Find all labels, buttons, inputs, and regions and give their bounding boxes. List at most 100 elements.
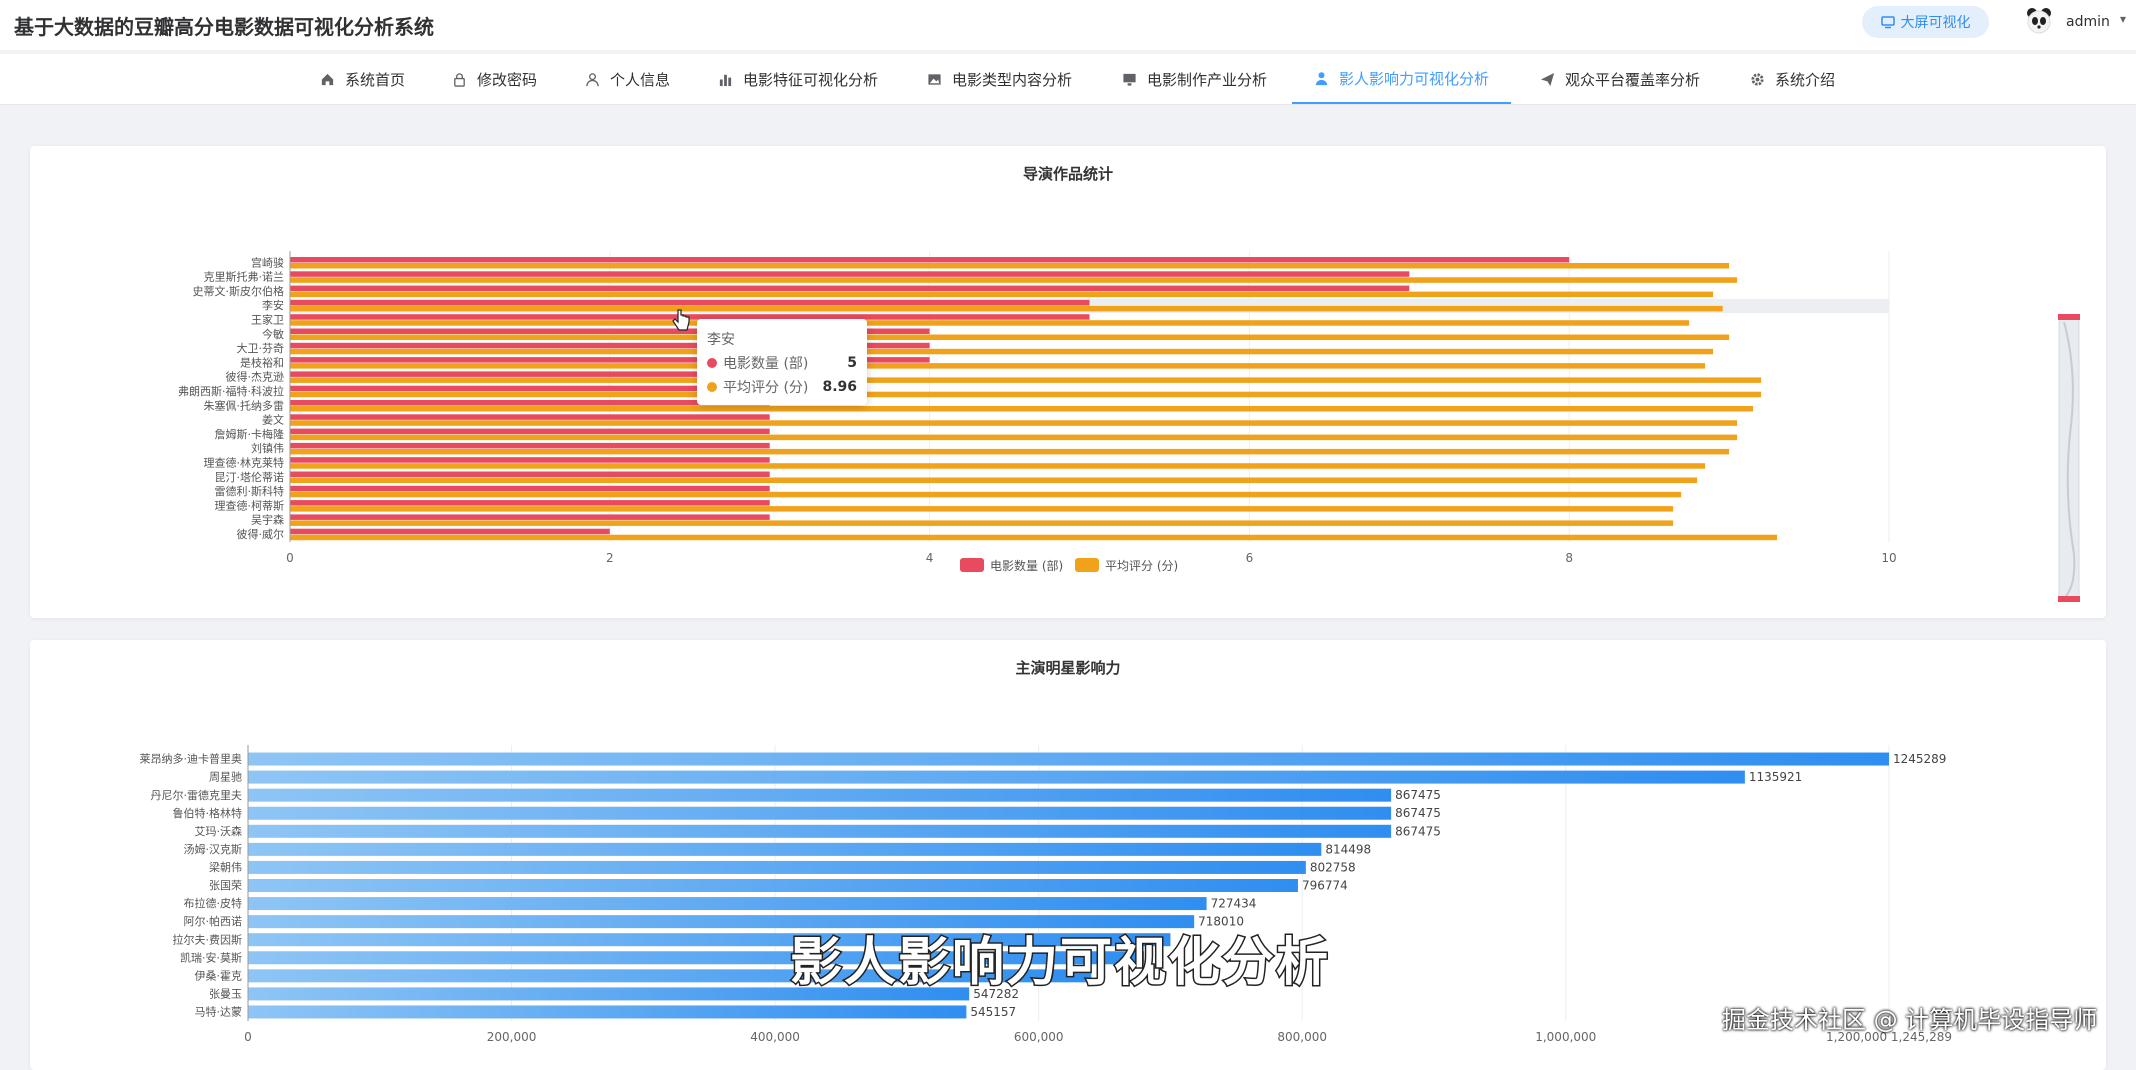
- bar: [290, 442, 770, 449]
- y-tick-label: 梁朝伟: [209, 860, 242, 874]
- bar: [290, 406, 1754, 412]
- nav-item-label: 修改密码: [477, 70, 538, 89]
- y-tick-label: 詹姆斯·卡梅隆: [215, 427, 285, 441]
- watermark: 掘金技术社区 @ 计算机毕设指导师: [1722, 1006, 2098, 1034]
- nav-item-label: 观众平台覆盖率分析: [1565, 70, 1701, 89]
- y-tick-label: 伊桑·霍克: [195, 969, 243, 982]
- big-screen-button[interactable]: 大屏可视化: [1862, 6, 1989, 38]
- nav-item-home[interactable]: 系统首页: [320, 54, 405, 104]
- nav-item-change-password[interactable]: 修改密码: [452, 54, 537, 104]
- x-tick-label: 2: [606, 551, 614, 565]
- hand-cursor-icon: [672, 309, 690, 331]
- home-icon: [321, 73, 334, 85]
- bar: [248, 806, 1392, 820]
- bar: [290, 357, 930, 363]
- chart-title: 主演明星影响力: [1015, 659, 1120, 677]
- legend-dot: [707, 358, 717, 368]
- nav-item-profile[interactable]: 个人信息: [585, 54, 670, 104]
- zoom-handle-top: [2058, 314, 2080, 320]
- bar: [248, 987, 970, 1001]
- y-tick-label: 刘镇伟: [251, 441, 284, 455]
- x-tick-label: 0: [286, 551, 294, 565]
- y-tick-label: 布拉德·皮特: [184, 896, 243, 910]
- bar: [290, 528, 610, 535]
- nav-item-people-influence[interactable]: 影人影响力可视化分析: [1292, 54, 1512, 104]
- bar: [290, 420, 1738, 426]
- y-tick-label: 丹尼尔·雷德克里夫: [151, 788, 243, 802]
- x-tick-label: 600,000: [1014, 1030, 1064, 1044]
- data-label: 545157: [970, 1005, 1016, 1019]
- y-tick-label: 宫崎骏: [251, 255, 284, 269]
- bar: [290, 463, 1706, 469]
- bar: [290, 491, 1682, 498]
- nav-item-label: 个人信息: [610, 70, 671, 89]
- x-tick-label: 0: [244, 1030, 252, 1044]
- username[interactable]: admin: [2066, 14, 2110, 30]
- y-tick-label: 彼得·杰克逊: [226, 371, 285, 384]
- y-tick-label: 莱昂纳多·迪卡普里奥: [140, 752, 243, 766]
- y-tick-label: 昆汀·塔伦蒂诺: [215, 470, 285, 484]
- gear-icon: [1751, 72, 1764, 86]
- bar: [290, 285, 1410, 292]
- y-tick-label: 王家卫: [251, 312, 284, 326]
- data-label: 814498: [1325, 842, 1371, 856]
- y-tick-label: 彼得·威尔: [237, 528, 285, 541]
- bar: [290, 457, 770, 463]
- data-label: 547282: [973, 987, 1019, 1001]
- x-tick-label: 1,200,000 1,245,289: [1826, 1030, 1952, 1044]
- bar: [290, 348, 1714, 355]
- bar: [290, 477, 1698, 484]
- bar: [290, 314, 1090, 320]
- person-icon: [1315, 71, 1328, 85]
- chart-zoom-slider[interactable]: [2056, 314, 2082, 602]
- legend-swatch: [960, 558, 984, 572]
- nav-item-movie-features[interactable]: 电影特征可视化分析: [718, 54, 878, 104]
- tooltip-label: 平均评分 (分): [723, 380, 809, 396]
- bar: [248, 842, 1322, 856]
- bar: [290, 514, 770, 520]
- zoom-handle-bottom: [2058, 596, 2080, 602]
- bar: [290, 363, 1706, 369]
- bar: [290, 291, 1714, 298]
- data-label: 796774: [1302, 878, 1348, 892]
- y-tick-label: 今敏: [262, 327, 284, 341]
- nav-item-label: 影人影响力可视化分析: [1339, 69, 1490, 88]
- bar: [290, 414, 770, 420]
- nav-item-label: 电影制作产业分析: [1147, 70, 1268, 89]
- bar: [248, 933, 1171, 947]
- bar: [248, 824, 1392, 838]
- nav-item-production[interactable]: 电影制作产业分析: [1122, 54, 1267, 104]
- bar: [290, 328, 930, 335]
- bar: [248, 788, 1392, 802]
- data-label: 1245289: [1893, 752, 1946, 766]
- x-tick-label: 4: [926, 551, 934, 565]
- nav-item-label: 系统首页: [345, 70, 406, 89]
- bar: [290, 320, 1690, 326]
- chevron-down-icon[interactable]: ▾: [2120, 12, 2127, 26]
- bar: [290, 271, 1410, 277]
- main-nav: 系统首页 修改密码 个人信息 电影特征可视化分析 电影类型内容分析 电影制作产业…: [0, 54, 2136, 105]
- y-tick-label: 是枝裕和: [240, 355, 284, 369]
- send-icon: [1540, 72, 1555, 86]
- y-tick-label: 大卫·芬奇: [237, 341, 285, 355]
- star-influence-chart: 主演明星影响力 0 200,000 400,000 600,000 800,000 1,00…: [140, 659, 1952, 1044]
- y-tick-label: 马特·达蒙: [195, 1005, 243, 1019]
- bar: [290, 428, 770, 435]
- app-title: 基于大数据的豆瓣高分电影数据可视化分析系统: [14, 15, 434, 39]
- bar: [248, 878, 1298, 893]
- nav-item-movie-genres[interactable]: 电影类型内容分析: [927, 54, 1072, 104]
- data-label: 867475: [1395, 824, 1441, 838]
- bar-chart-icon: [719, 74, 732, 86]
- y-tick-label: 弗朗西斯·福特·科波拉: [178, 384, 284, 398]
- nav-item-audience[interactable]: 观众平台覆盖率分析: [1540, 54, 1700, 104]
- nav-item-label: 电影类型内容分析: [952, 70, 1073, 89]
- bar: [290, 385, 770, 392]
- x-tick-label: 6: [1246, 551, 1254, 565]
- nav-item-about[interactable]: 系统介绍: [1750, 54, 1835, 104]
- tooltip-label: 电影数量 (部): [723, 356, 809, 372]
- tooltip-title: 李安: [707, 332, 735, 348]
- avatar[interactable]: [2024, 6, 2054, 36]
- nav-item-label: 电影特征可视化分析: [743, 70, 879, 89]
- y-tick-label: 朱塞佩·托纳多雷: [204, 398, 285, 412]
- tooltip-row: 电影数量 (部) 5: [707, 353, 857, 373]
